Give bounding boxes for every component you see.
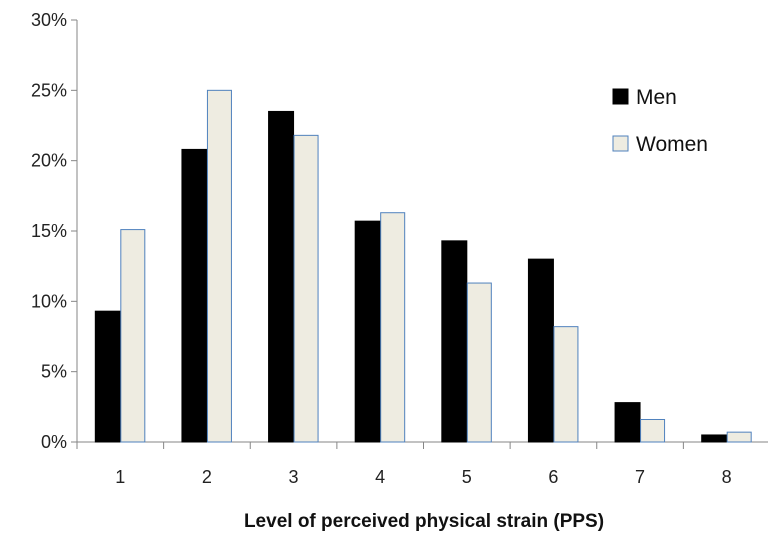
bar-women-8: [726, 431, 752, 443]
x-tick-label: 4: [375, 467, 385, 487]
x-tick-label: 3: [289, 467, 299, 487]
y-tick-label: 20%: [31, 151, 67, 171]
x-axis-title: Level of perceived physical strain (PPS): [244, 511, 604, 532]
x-tick-label: 7: [635, 467, 645, 487]
bar-women-2: [206, 89, 232, 443]
y-tick-label: 25%: [31, 80, 67, 100]
bars: [94, 89, 752, 443]
legend-label-men: Men: [636, 86, 677, 109]
bar-women-7: [640, 418, 666, 443]
x-tick-label: 1: [115, 467, 125, 487]
legend-swatch-women: [612, 135, 629, 152]
legend-swatch-men: [612, 88, 629, 105]
x-tick-label: 5: [462, 467, 472, 487]
legend-label-women: Women: [636, 133, 708, 156]
bar-women-6: [553, 326, 579, 443]
bar-men-5: [441, 240, 468, 443]
y-tick-label: 30%: [31, 10, 67, 30]
bar-men-4: [354, 220, 381, 443]
bar-women-4: [380, 212, 406, 443]
bar-men-7: [614, 402, 641, 443]
bar-men-6: [527, 258, 554, 443]
y-tick-label: 5%: [41, 362, 67, 382]
y-axis: 0% 5% 10% 15% 20% 25% 30%: [31, 10, 78, 452]
bar-women-5: [466, 282, 492, 443]
bar-men-8: [701, 434, 728, 443]
bar-men-1: [94, 310, 121, 443]
x-tick-label: 2: [202, 467, 212, 487]
legend: Men Women: [612, 86, 708, 156]
x-tick-label: 8: [722, 467, 732, 487]
x-axis: 1 2 3 4 5 6 7 8: [76, 441, 768, 487]
bar-men-2: [181, 148, 208, 443]
bar-women-3: [293, 134, 319, 443]
x-tick-label: 6: [548, 467, 558, 487]
bar-women-1: [120, 229, 146, 443]
y-tick-label: 15%: [31, 221, 67, 241]
y-tick-label: 10%: [31, 291, 67, 311]
bar-men-3: [268, 110, 295, 443]
y-tick-label: 0%: [41, 432, 67, 452]
